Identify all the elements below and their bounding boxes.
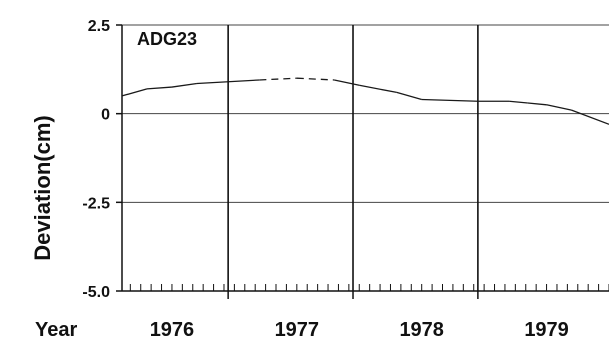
series-line-segment (396, 91, 422, 101)
y-tick-label: 2.5 (88, 18, 110, 35)
series-line-segment (334, 79, 360, 86)
series-line-segment (259, 77, 297, 81)
series-line-segment (146, 86, 172, 90)
x-tick-label: 1977 (275, 319, 320, 341)
series-line-segment (527, 102, 547, 106)
x-tick-label: 1978 (399, 319, 444, 341)
label-group: 2.5 0 -2.5 -5.0 1976 1977 1978 1979 (82, 18, 568, 341)
x-axis-title: Year (35, 319, 77, 341)
x-tick-label: 1976 (150, 319, 195, 341)
x-tick-label: 1979 (524, 319, 569, 341)
series-line-segment (196, 81, 229, 85)
grid-group (122, 24, 609, 203)
panel-label-background (133, 27, 202, 51)
year-divider-group (227, 25, 479, 291)
y-axis-title: Deviation(cm) (30, 115, 55, 260)
series-line-segment (296, 77, 335, 81)
series-line-segment (171, 82, 198, 88)
series-line-segment (509, 100, 528, 104)
panel-label: ADG23 (137, 29, 197, 49)
y-tick-label: -5.0 (82, 284, 110, 301)
series-line-segment (359, 84, 397, 94)
y-tick-label: 0 (101, 107, 110, 124)
series-line-segment (228, 79, 260, 83)
series-group (121, 77, 609, 125)
y-tick-label: -2.5 (82, 195, 110, 212)
series-line-segment (571, 109, 609, 125)
series-line-segment (421, 98, 478, 102)
axes-group (116, 24, 609, 299)
series-line-segment (546, 104, 572, 111)
series-line-segment (121, 88, 148, 97)
